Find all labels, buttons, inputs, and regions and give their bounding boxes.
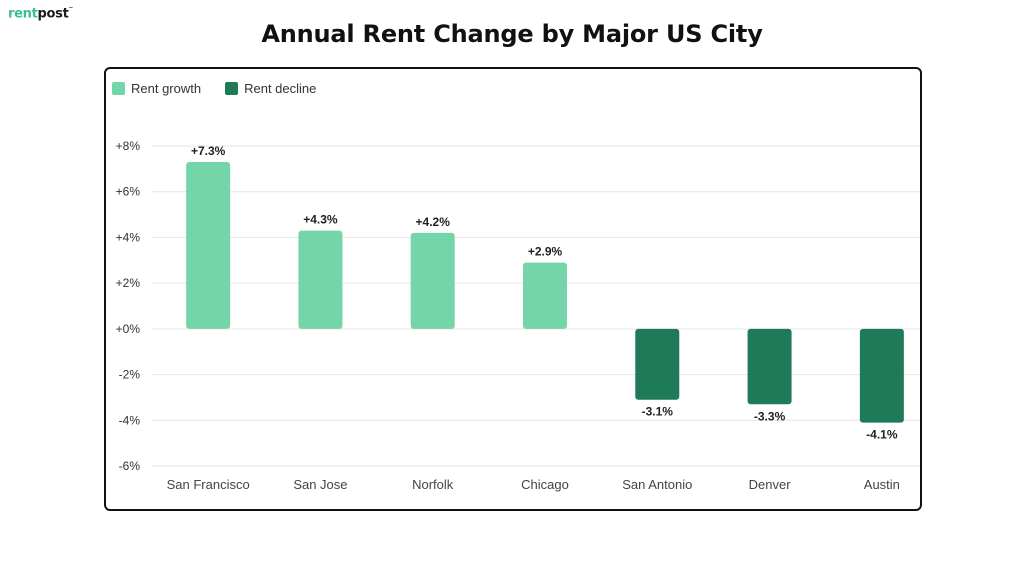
bar bbox=[298, 230, 343, 329]
legend-item-growth: Rent growth bbox=[112, 81, 201, 96]
y-tick-label: +6% bbox=[116, 185, 141, 199]
data-label: +4.2% bbox=[416, 215, 451, 229]
legend-label-growth: Rent growth bbox=[131, 81, 202, 96]
chart-legend: Rent growth Rent decline bbox=[112, 81, 316, 96]
x-tick-label: Chicago bbox=[521, 477, 569, 492]
brand-name-part2: post bbox=[37, 6, 69, 22]
brand-name-part1: rent bbox=[8, 6, 38, 22]
y-tick-label: +4% bbox=[116, 230, 141, 244]
y-tick-label: -4% bbox=[119, 413, 141, 427]
legend-swatch-growth bbox=[112, 82, 125, 95]
data-label: +7.3% bbox=[191, 144, 226, 158]
y-tick-label: +2% bbox=[116, 276, 141, 290]
data-label: -3.1% bbox=[642, 405, 674, 419]
chart-panel: Rent growth Rent decline +8% +6% +4% +2% +0%… bbox=[104, 67, 922, 511]
brand-mark-icon: ⁻ bbox=[68, 5, 74, 15]
bar bbox=[747, 328, 792, 405]
x-tick-label: San Francisco bbox=[167, 477, 250, 492]
x-tick-label: Austin bbox=[864, 477, 900, 492]
legend-swatch-decline bbox=[225, 82, 239, 95]
data-label: -4.1% bbox=[866, 428, 898, 442]
bar bbox=[186, 162, 231, 329]
y-tick-label: -2% bbox=[119, 368, 141, 382]
brand-logo: rentpost⁻ bbox=[8, 5, 73, 21]
x-tick-label: San Jose bbox=[293, 477, 347, 492]
chart-plot: +8% +6% +4% +2% +0% -2% -4% -6% +7.3% San Francis… bbox=[116, 139, 920, 492]
y-tick-label: +0% bbox=[116, 322, 141, 336]
bar bbox=[859, 328, 904, 423]
x-tick-label: Denver bbox=[749, 477, 792, 492]
y-tick-label: +8% bbox=[116, 139, 141, 153]
bar bbox=[523, 262, 567, 329]
legend-item-decline: Rent decline bbox=[225, 81, 316, 96]
y-tick-label: -6% bbox=[119, 459, 141, 473]
x-tick-label: San Antonio bbox=[622, 477, 692, 492]
x-tick-label: Norfolk bbox=[412, 477, 454, 492]
data-label: +2.9% bbox=[528, 245, 563, 259]
legend-label-decline: Rent decline bbox=[244, 81, 317, 96]
bar bbox=[635, 328, 680, 400]
chart-title: Annual Rent Change by Major US City bbox=[261, 20, 763, 48]
bar bbox=[410, 232, 455, 329]
data-label: +4.3% bbox=[303, 213, 338, 227]
data-label: -3.3% bbox=[754, 409, 786, 423]
